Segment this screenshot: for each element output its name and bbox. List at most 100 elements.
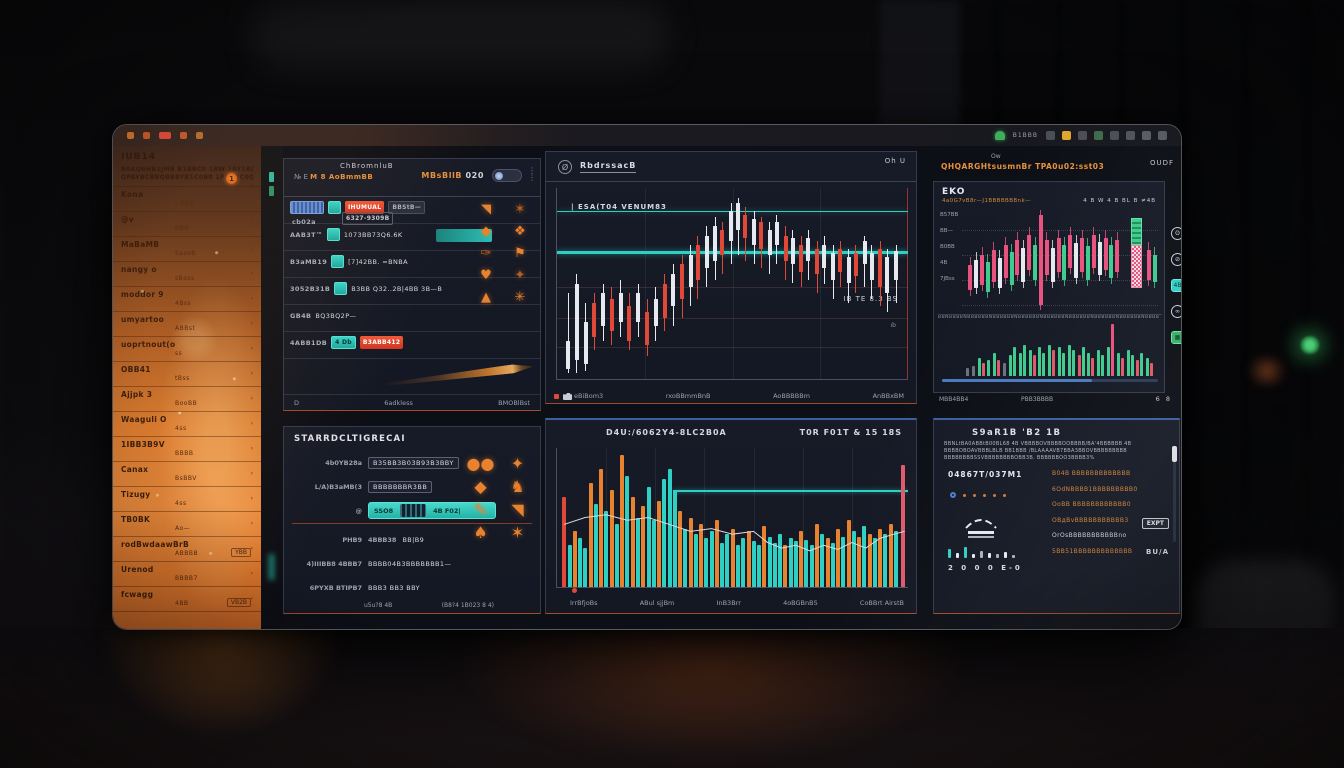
sidebar-item-5[interactable]: umyartoo ABBst › bbox=[113, 312, 261, 337]
volume-axis-marker bbox=[572, 588, 577, 593]
menubar-icon-3[interactable] bbox=[1094, 131, 1103, 140]
sidebar-item-1[interactable]: @v BBB › bbox=[113, 212, 261, 237]
news-link-5[interactable]: 5BB51BBBBBBBBBBBBB bbox=[1052, 547, 1133, 555]
menubar-icon-5[interactable] bbox=[1126, 131, 1135, 140]
volume-bar-chart[interactable] bbox=[556, 448, 908, 588]
news-panel: S9aR1B 'B2 1B BBNLtBA0ABBtB00BL68 4B VBB… bbox=[933, 418, 1180, 614]
sidebar-item-12[interactable]: Tizugy 4ss › bbox=[113, 487, 261, 512]
decorative-orange-icon: ✶ bbox=[510, 523, 525, 542]
dark-chip[interactable]: BBStB— bbox=[388, 201, 426, 214]
news-link-2[interactable]: OoBB BBBBBBBBBBBB0 bbox=[1052, 501, 1131, 508]
news-scrollbar[interactable] bbox=[1172, 446, 1177, 542]
teal-chip[interactable] bbox=[326, 228, 340, 241]
chart-tool-icon-2[interactable]: 4B bbox=[1171, 279, 1181, 292]
rating-dots[interactable] bbox=[950, 492, 1006, 498]
teal-chip[interactable] bbox=[328, 201, 341, 214]
kebab-menu-icon[interactable]: ⋮ ⋮ bbox=[528, 166, 536, 182]
teal-chip[interactable] bbox=[331, 255, 345, 268]
watchlist-row-5[interactable]: 4ABB1DB 4 Db B3ABB412 bbox=[284, 332, 540, 359]
right-sub-chart[interactable] bbox=[962, 324, 1158, 376]
watchlist-row-3[interactable]: 3052B31B B3BB Q32..2B|4BB 3B—B bbox=[284, 278, 540, 305]
chevron-right-icon: › bbox=[250, 345, 253, 352]
sidebar-item-0[interactable]: Kona t BBB › bbox=[113, 187, 261, 212]
menubar-icon-1[interactable] bbox=[1062, 131, 1071, 140]
menubar-icon-4[interactable] bbox=[1110, 131, 1119, 140]
news-link-list: B04B BBBBBBBBBBBBB 6OdNBBBB1BBBBBBBBB0 OoB… bbox=[1052, 470, 1138, 555]
watchlist-row-1[interactable]: AAB3T™ 1073BB73Q6.6K bbox=[284, 224, 540, 251]
chart-symbol-icon[interactable]: Ø bbox=[558, 160, 572, 174]
sidebar-item-label: Waaguli O bbox=[121, 415, 167, 424]
row-value: [7]42BB. =BNBA bbox=[348, 258, 408, 266]
orders-row-5[interactable]: 4)IIIBB8 4BBB7 BBBB04B3BBBBBBB1— bbox=[284, 550, 540, 574]
orders-row-pill: BBBBBBBR3BB bbox=[368, 480, 433, 493]
teal-chip[interactable]: 4 Db bbox=[331, 336, 356, 349]
chart-tool-icon-4[interactable]: ▦ bbox=[1171, 331, 1181, 344]
teal-chip[interactable] bbox=[334, 282, 348, 295]
sidebar-item-value: 4ss bbox=[175, 500, 187, 507]
watchlist-toggle[interactable] bbox=[492, 169, 522, 182]
sidebar-item-2[interactable]: MaBaMB SaosB › bbox=[113, 237, 261, 262]
menubar-icon-0[interactable] bbox=[1046, 131, 1055, 140]
x-axis-label: IrrBfjoBs bbox=[570, 599, 598, 607]
sidebar-item-7[interactable]: OBB41 tBss › bbox=[113, 362, 261, 387]
chart-tool-icon-1[interactable]: ⊘ bbox=[1171, 253, 1181, 266]
export-chip[interactable]: EXPT bbox=[1141, 518, 1169, 529]
sidebar-item-6[interactable]: uoprtnout(o ss › bbox=[113, 337, 261, 362]
right-header-title[interactable]: QHQARGHtsusmnBr TPA0u02:sst03 bbox=[941, 162, 1105, 171]
news-link-1[interactable]: 6OdNBBBB1BBBBBBBBB0 bbox=[1052, 485, 1138, 493]
right-chart-box: EKO 4a0G7vB8r—J1BBBBBBBnk— 4 B W 4 B BL … bbox=[933, 181, 1165, 393]
sidebar-item-13[interactable]: TB0BK Ao— › bbox=[113, 512, 261, 537]
right-candle-chart[interactable] bbox=[962, 210, 1158, 310]
sidebar-item-3[interactable]: nangy o sBoss › bbox=[113, 262, 261, 287]
row-label: 4ABB1DB bbox=[290, 339, 328, 347]
sidebar-item-label: umyartoo bbox=[121, 315, 165, 324]
sidebar-item-value: t BBB bbox=[175, 200, 195, 207]
slider-grip[interactable] bbox=[400, 504, 427, 517]
watchlist-panel: ChBromnluB № E M 8 AoBmmBB MBsBllB 020 ⋮… bbox=[283, 158, 541, 411]
chevron-right-icon: › bbox=[250, 320, 253, 327]
sidebar-item-10[interactable]: 1IBB3B9V BBBB › bbox=[113, 437, 261, 462]
decorative-orange-icon: ✦ bbox=[510, 454, 525, 473]
watchlist-rows: IHUMUAL BBStB— cb02a 6327-9309B AAB3T™ 1073BB… bbox=[284, 197, 540, 359]
right-chart-scrollbar[interactable] bbox=[942, 379, 1158, 382]
chart-tool-icon-0[interactable]: ʘ bbox=[1171, 227, 1181, 240]
window-control-2[interactable] bbox=[159, 132, 171, 139]
news-link-0[interactable]: B04B BBBBBBBBBBBBB bbox=[1052, 470, 1131, 477]
news-link-3[interactable]: OBдBvBBBBBBBBBBB3 bbox=[1052, 516, 1129, 524]
main-chart-title[interactable]: RbdrssacB bbox=[580, 161, 637, 173]
menubar-icon-6[interactable] bbox=[1142, 131, 1151, 140]
sidebar-item-16[interactable]: fcwagg 4BB VB2B › bbox=[113, 587, 261, 612]
rail-glow bbox=[269, 554, 274, 580]
menubar-icons[interactable] bbox=[1046, 131, 1167, 140]
watchlist-row-4[interactable]: GB4B BQ3BQ2P— bbox=[284, 305, 540, 332]
watchlist-row-2[interactable]: B3aMB19 [7]42BB. =BNBA bbox=[284, 251, 540, 278]
window-control-3[interactable] bbox=[180, 132, 187, 139]
sidebar-item-11[interactable]: Canax BsBBV › bbox=[113, 462, 261, 487]
sidebar-item-9[interactable]: Waaguli O 4ss › bbox=[113, 412, 261, 437]
window-control-0[interactable] bbox=[127, 132, 134, 139]
sidebar-item-list: Kona t BBB › @v BBB › MaBaMB SaosB › nangy o sBoss… bbox=[113, 187, 261, 612]
sidebar-item-4[interactable]: moddor 9 4Bss › bbox=[113, 287, 261, 312]
sidebar-notice[interactable]: B0AQBHB1JMB B1BBC0 1BW 1AY1B(C QPAYBCBBQ… bbox=[113, 164, 261, 189]
chevron-right-icon: › bbox=[250, 520, 253, 527]
orders-footer-left: u5u?8 4B bbox=[364, 602, 393, 609]
chart-tool-icon-3[interactable]: ∞ bbox=[1171, 305, 1181, 318]
watchlist-row-0[interactable]: IHUMUAL BBStB— cb02a 6327-9309B bbox=[284, 197, 540, 226]
window-control-1[interactable] bbox=[143, 132, 150, 139]
sidebar-item-15[interactable]: Urenod BBBB7 › bbox=[113, 562, 261, 587]
menubar-icon-2[interactable] bbox=[1078, 131, 1087, 140]
candlestick-chart[interactable]: | ESA(T04 VENUM83 IB TE 8.3 BS ıb bbox=[556, 188, 908, 380]
blue-chip[interactable] bbox=[290, 201, 324, 214]
news-link-4[interactable]: OrOsBBBBBBBBBBBno bbox=[1052, 532, 1127, 539]
sidebar-item-8[interactable]: Ajjpk 3 BooBB › bbox=[113, 387, 261, 412]
sidebar-item-label: Canax bbox=[121, 465, 149, 474]
orders-row-6[interactable]: 6PYXB BTIPB7 BBB3 BB3 BBY bbox=[284, 574, 540, 598]
window-controls[interactable] bbox=[127, 132, 203, 139]
red-chip[interactable]: B3ABB412 bbox=[359, 336, 404, 349]
news-title: S9aR1B 'B2 1B bbox=[972, 428, 1062, 438]
notification-badge[interactable]: 1 bbox=[226, 173, 237, 184]
window-control-4[interactable] bbox=[196, 132, 203, 139]
sidebar-item-14[interactable]: rodBwdaawBrB ABBBB YBB › bbox=[113, 537, 261, 562]
menubar-icon-7[interactable] bbox=[1158, 131, 1167, 140]
sidebar: IUB14 B0AQBHB1JMB B1BBC0 1BW 1AY1B(C QPA… bbox=[113, 146, 261, 629]
